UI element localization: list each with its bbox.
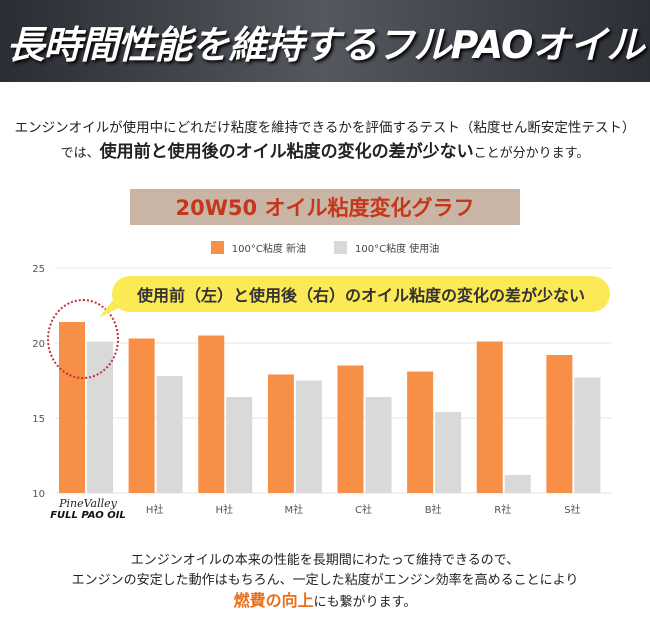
banner-title: 長時間性能を維持するフルPAOオイル — [6, 22, 645, 67]
x-tick-label: H社 — [215, 503, 233, 515]
bar-new — [476, 341, 503, 493]
bar-new — [198, 335, 225, 493]
intro-line2-bold: 使用前と使用後のオイル粘度の変化の差が少ない — [99, 142, 474, 162]
bar-new — [128, 338, 155, 493]
bar-used — [156, 376, 183, 493]
logo-product: FULL PAO OIL — [50, 510, 126, 521]
bar-used — [574, 377, 601, 493]
legend-swatch-used — [334, 241, 347, 254]
bar-new — [337, 365, 364, 493]
intro-line2-post: ことが分かります。 — [473, 146, 590, 161]
callout-bubble: 使用前（左）と使用後（右）のオイル粘度の変化の差が少ない — [112, 276, 610, 312]
x-tick-label: R社 — [494, 503, 511, 515]
bar-used — [295, 380, 322, 493]
legend-item-used: 100°C粘度 使用油 — [334, 240, 439, 255]
outro-line1: エンジンオイルの本来の性能を長期間にわたって維持できるので、 — [130, 553, 520, 568]
x-tick-label: H社 — [146, 503, 164, 515]
intro-line2-pre: では、 — [60, 146, 100, 161]
bar-new — [267, 374, 294, 493]
y-tick-label: 10 — [32, 489, 45, 500]
chart-title: 20W50 オイル粘度変化グラフ — [130, 189, 520, 225]
outro-line3: にも繋がります。 — [313, 595, 417, 610]
bar-used — [435, 412, 462, 493]
bar-used — [226, 397, 253, 493]
pinevalley-logo: PineValley FULL PAO OIL — [48, 497, 128, 521]
intro-line1: エンジンオイルが使用中にどれだけ粘度を維持できるかを評価するテスト（粘度せん断安… — [14, 120, 636, 136]
y-tick-label: 25 — [32, 264, 45, 275]
outro-highlight: 燃費の向上 — [233, 591, 314, 610]
legend-item-new: 100°C粘度 新油 — [210, 240, 306, 255]
title-banner: 長時間性能を維持するフルPAOオイル — [0, 0, 650, 82]
y-tick-label: 20 — [32, 339, 45, 350]
outro-text: エンジンオイルの本来の性能を長期間にわたって維持できるので、 エンジンの安定した… — [0, 551, 650, 613]
highlight-circle — [47, 299, 119, 379]
y-tick-label: 15 — [32, 414, 45, 425]
x-tick-label: C社 — [355, 503, 372, 515]
bar-new — [407, 371, 434, 493]
outro-line2: エンジンの安定した動作はもちろん、一定した粘度がエンジン効率を高めることにより — [71, 573, 579, 588]
legend-label-used: 100°C粘度 使用油 — [355, 244, 440, 255]
bar-used — [365, 397, 392, 493]
x-tick-label: S社 — [564, 503, 580, 515]
chart-legend: 100°C粘度 新油 100°C粘度 使用油 — [0, 240, 650, 255]
bar-chart: 10 15 20 25 H社 H社 M社 C社 B社 R社 S社 — [32, 264, 612, 515]
x-tick-label: B社 — [425, 503, 442, 515]
legend-label-new: 100°C粘度 新油 — [231, 244, 306, 255]
bar-new — [546, 355, 573, 493]
intro-text: エンジンオイルが使用中にどれだけ粘度を維持できるかを評価するテスト（粘度せん断安… — [0, 116, 650, 166]
x-tick-label: M社 — [285, 503, 304, 515]
bar-used — [504, 475, 531, 493]
legend-swatch-new — [210, 241, 224, 254]
logo-brand: PineValley — [59, 497, 117, 510]
